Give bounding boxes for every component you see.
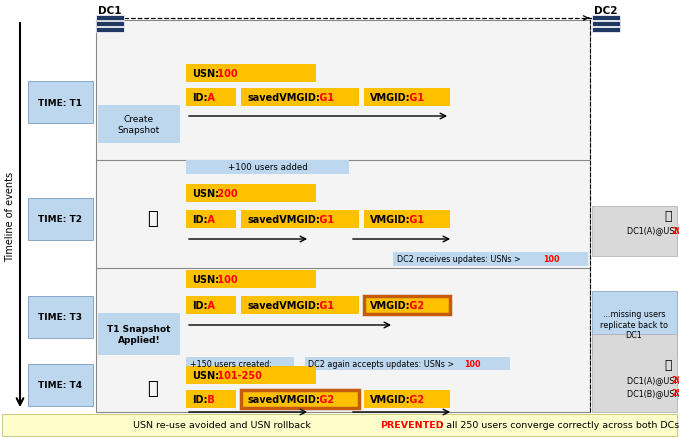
Bar bbox=[96, 16, 124, 21]
Bar bbox=[98, 313, 180, 355]
Text: savedVMGID:: savedVMGID: bbox=[247, 215, 320, 225]
Text: 200: 200 bbox=[214, 189, 238, 198]
Text: TIME: T3: TIME: T3 bbox=[38, 313, 82, 322]
Text: DC2 again accepts updates: USNs >: DC2 again accepts updates: USNs > bbox=[308, 360, 456, 369]
Text: A: A bbox=[204, 215, 215, 225]
Text: TIME: T2: TIME: T2 bbox=[38, 215, 82, 224]
Bar bbox=[364, 211, 450, 229]
Text: 100: 100 bbox=[543, 255, 559, 264]
Bar bbox=[241, 89, 359, 107]
Text: savedVMGID:: savedVMGID: bbox=[247, 300, 320, 310]
Bar bbox=[186, 390, 236, 408]
Bar bbox=[364, 297, 450, 314]
Text: DC1(A)@USN =: DC1(A)@USN = bbox=[627, 226, 679, 235]
Text: Create
Snapshot: Create Snapshot bbox=[118, 115, 160, 134]
Text: ID:: ID: bbox=[192, 394, 208, 404]
Text: B: B bbox=[204, 394, 215, 404]
Bar bbox=[186, 270, 316, 288]
Text: 100: 100 bbox=[214, 69, 238, 79]
Text: G1: G1 bbox=[316, 93, 334, 103]
Bar bbox=[364, 89, 450, 107]
Bar bbox=[592, 16, 620, 21]
Bar bbox=[186, 184, 316, 202]
Bar bbox=[98, 106, 180, 144]
Text: USN:: USN: bbox=[192, 370, 219, 380]
Text: DC2 receives updates: USNs >: DC2 receives updates: USNs > bbox=[397, 255, 524, 264]
Text: +100 users added: +100 users added bbox=[228, 163, 308, 172]
Text: 👥: 👥 bbox=[147, 209, 158, 227]
Text: 👥: 👥 bbox=[664, 359, 672, 372]
Bar bbox=[393, 252, 588, 266]
Text: savedVMGID:: savedVMGID: bbox=[247, 394, 320, 404]
Text: DC1: DC1 bbox=[98, 6, 122, 16]
Bar bbox=[364, 390, 450, 408]
Text: G1: G1 bbox=[406, 93, 424, 103]
Bar bbox=[186, 297, 236, 314]
Text: VMGID:: VMGID: bbox=[370, 300, 411, 310]
Bar bbox=[592, 22, 620, 27]
Text: VMGID:: VMGID: bbox=[370, 93, 411, 103]
Text: 👥: 👥 bbox=[664, 210, 672, 223]
Text: T1 Snapshot
Applied!: T1 Snapshot Applied! bbox=[107, 325, 170, 344]
Bar bbox=[305, 357, 510, 370]
Bar bbox=[96, 21, 590, 412]
Text: TIME: T4: TIME: T4 bbox=[38, 381, 82, 390]
Text: +150 users created:: +150 users created: bbox=[190, 360, 272, 369]
Text: ID:: ID: bbox=[192, 215, 208, 225]
Text: ...missing users
replicate back to
DC1: ...missing users replicate back to DC1 bbox=[600, 309, 668, 339]
Text: : all 250 users converge correctly across both DCs: : all 250 users converge correctly acros… bbox=[440, 420, 679, 430]
Text: 100: 100 bbox=[464, 360, 481, 369]
Text: DC2: DC2 bbox=[594, 6, 618, 16]
Text: G2: G2 bbox=[316, 394, 334, 404]
Text: A: A bbox=[204, 300, 215, 310]
Bar bbox=[186, 357, 294, 370]
Text: 250: 250 bbox=[671, 389, 679, 398]
Text: USN:: USN: bbox=[192, 189, 219, 198]
Text: G1: G1 bbox=[316, 300, 334, 310]
Bar bbox=[592, 207, 677, 256]
Bar bbox=[28, 297, 93, 338]
Bar bbox=[241, 297, 359, 314]
Bar bbox=[28, 82, 93, 124]
Text: USN:: USN: bbox=[192, 69, 219, 79]
Text: 200: 200 bbox=[671, 226, 679, 235]
Text: G2: G2 bbox=[406, 300, 424, 310]
Bar bbox=[186, 161, 349, 175]
Text: DC1(A)@USN =: DC1(A)@USN = bbox=[627, 376, 679, 385]
Text: ID:: ID: bbox=[192, 93, 208, 103]
Bar bbox=[241, 390, 359, 408]
Text: 200: 200 bbox=[671, 376, 679, 385]
Bar bbox=[28, 364, 93, 406]
Text: 100: 100 bbox=[214, 274, 238, 284]
Text: DC1(B)@USN =: DC1(B)@USN = bbox=[627, 389, 679, 398]
Bar bbox=[2, 414, 677, 436]
Bar bbox=[96, 22, 124, 27]
Bar bbox=[96, 28, 124, 33]
Text: G2: G2 bbox=[406, 394, 424, 404]
Text: G1: G1 bbox=[316, 215, 334, 225]
Text: VMGID:: VMGID: bbox=[370, 215, 411, 225]
Bar bbox=[28, 198, 93, 240]
Text: 101-250: 101-250 bbox=[214, 370, 262, 380]
Text: Timeline of events: Timeline of events bbox=[5, 172, 15, 261]
Bar bbox=[186, 366, 316, 384]
Text: 👥: 👥 bbox=[147, 379, 158, 397]
Text: ID:: ID: bbox=[192, 300, 208, 310]
Text: USN re-use avoided and USN rollback: USN re-use avoided and USN rollback bbox=[133, 420, 314, 430]
Text: G1: G1 bbox=[406, 215, 424, 225]
Bar bbox=[186, 89, 236, 107]
Bar bbox=[241, 211, 359, 229]
Text: savedVMGID:: savedVMGID: bbox=[247, 93, 320, 103]
Bar bbox=[592, 291, 677, 356]
Bar bbox=[592, 334, 677, 412]
Bar bbox=[186, 211, 236, 229]
Text: A: A bbox=[204, 93, 215, 103]
Text: VMGID:: VMGID: bbox=[370, 394, 411, 404]
Bar bbox=[186, 65, 316, 83]
Text: TIME: T1: TIME: T1 bbox=[38, 98, 82, 107]
Text: USN:: USN: bbox=[192, 274, 219, 284]
Text: PREVENTED: PREVENTED bbox=[380, 420, 443, 430]
Bar bbox=[592, 28, 620, 33]
